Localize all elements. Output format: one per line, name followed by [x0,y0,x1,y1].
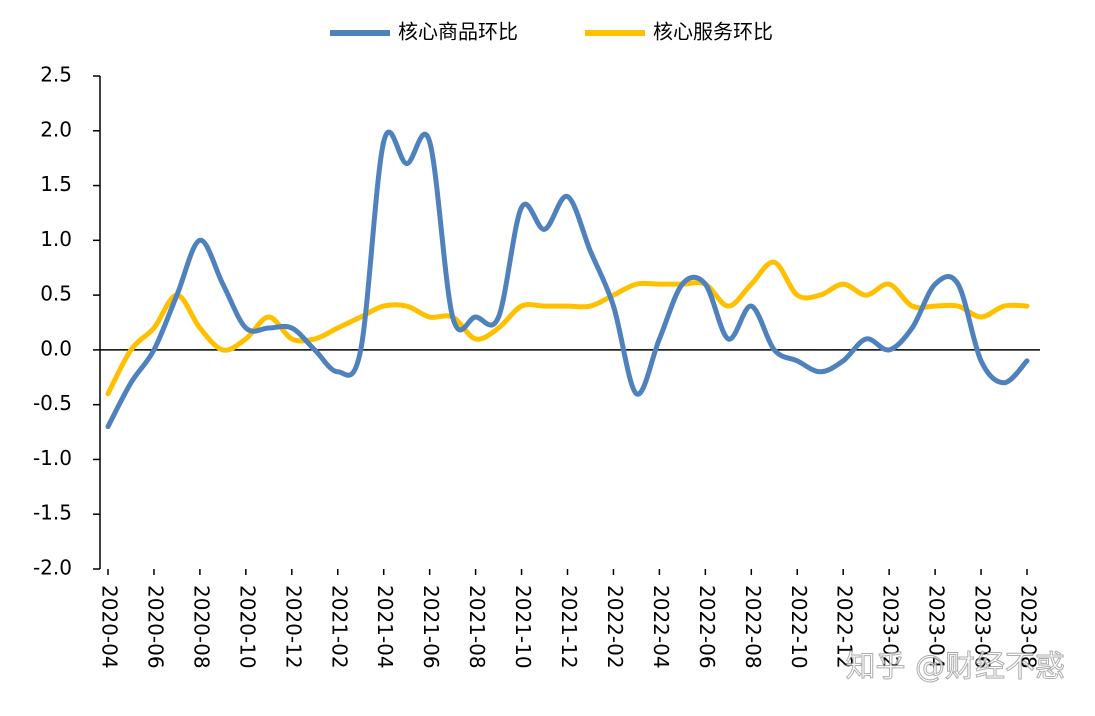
legend-label: 核心服务环比 [653,20,773,44]
x-tick-label: 2020-08 [189,585,213,669]
y-tick-label: -0.5 [33,391,72,415]
x-tick-label: 2022-08 [741,585,765,669]
x-tick-label: 2023-02 [879,585,903,669]
x-tick-label: 2021-08 [465,585,489,669]
x-tick-label: 2022-02 [603,585,627,669]
x-tick-label: 2022-10 [787,585,811,669]
x-tick-label: 2022-06 [695,585,719,669]
x-tick-label: 2021-10 [511,585,535,669]
x-tick-label: 2022-12 [833,585,857,669]
y-tick-label: -2.0 [33,556,72,580]
y-tick-label: -1.5 [33,501,72,525]
y-tick-label: 2.0 [40,117,72,141]
y-tick-label: -1.0 [33,446,72,470]
x-tick-label: 2020-10 [235,585,259,669]
x-tick-label: 2023-04 [925,585,949,669]
y-tick-label: 1.0 [40,227,72,251]
x-tick-label: 2022-04 [649,585,673,669]
x-tick-label: 2020-06 [143,585,167,669]
x-tick-label: 2020-04 [98,585,122,669]
watermark: 知乎 @财经不惑 [845,650,1065,685]
x-tick-label: 2021-04 [373,585,397,669]
x-tick-label: 2021-12 [557,585,581,669]
x-tick-label: 2023-08 [1017,585,1041,669]
y-tick-label: 1.5 [40,172,72,196]
x-tick-label: 2020-12 [281,585,305,669]
series-line [105,129,1030,430]
y-tick-label: 0.5 [40,282,72,306]
x-tick-label: 2021-06 [419,585,443,669]
x-tick-label: 2023-06 [971,585,995,669]
y-tick-label: 2.5 [40,63,72,87]
legend-label: 核心商品环比 [398,20,518,44]
series-line [105,259,1030,397]
x-tick-label: 2021-02 [327,585,351,669]
y-tick-label: 0.0 [40,336,72,360]
